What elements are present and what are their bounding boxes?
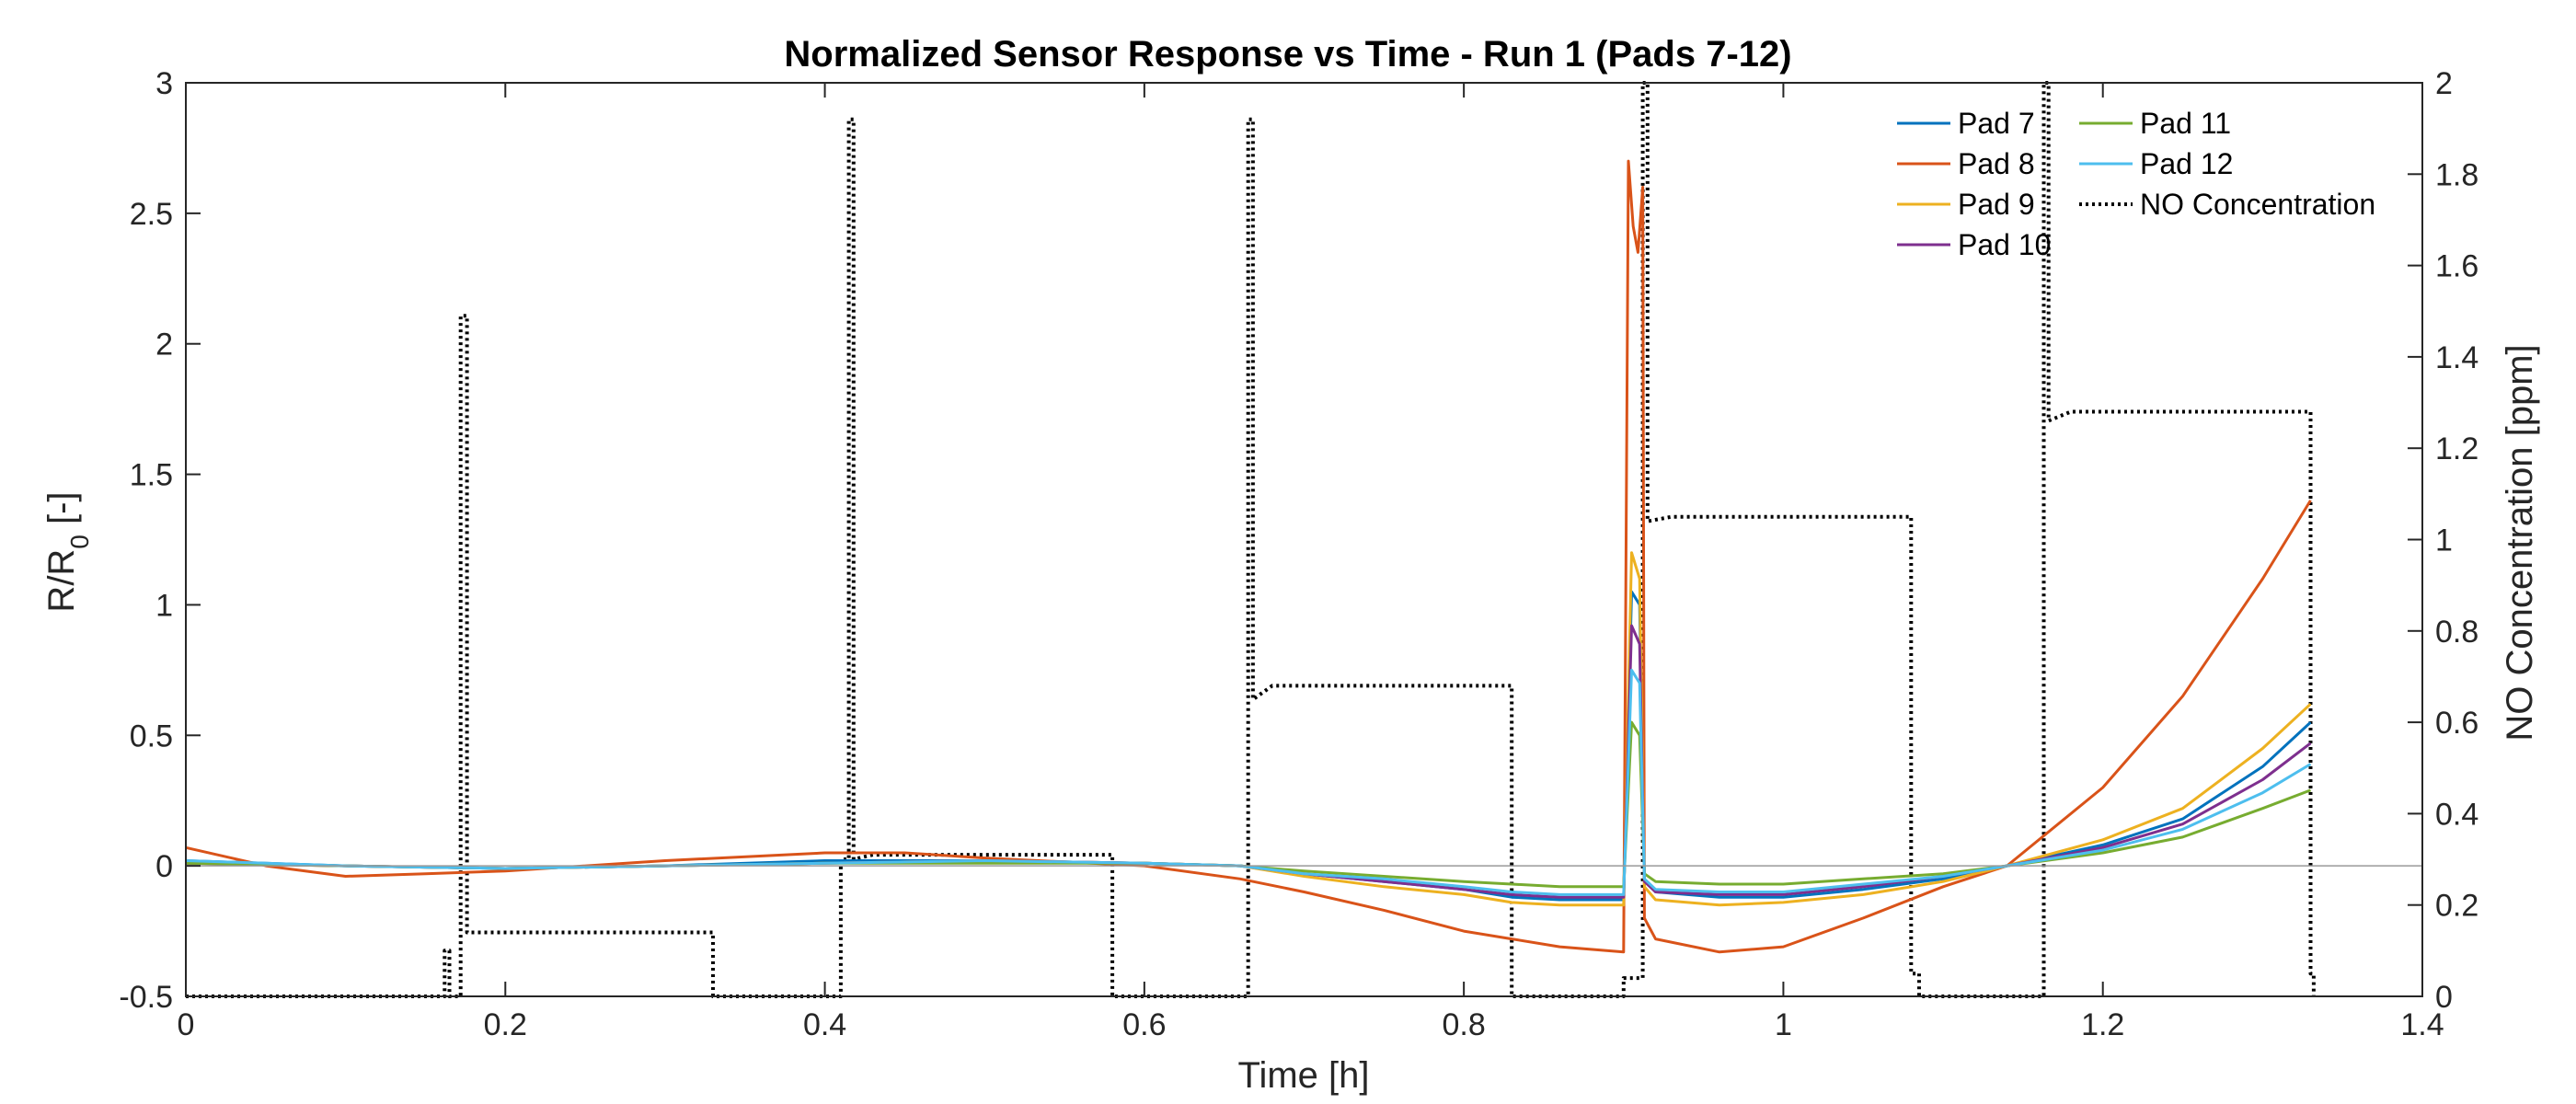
y-right-tick-label: 1.8 — [2435, 157, 2478, 192]
y-right-tick-label: 1.6 — [2435, 249, 2478, 284]
y-left-tick-label: 2.5 — [130, 197, 173, 232]
x-tick-label: 0 — [178, 1007, 195, 1042]
y-right-tick-label: 0 — [2435, 980, 2453, 1015]
legend-label: Pad 9 — [1958, 188, 2035, 221]
y-axis-left-title-main: R/R — [41, 549, 82, 613]
y-right-tick-label: 1.4 — [2435, 340, 2478, 375]
y-axis-right: 0 0.2 0.4 0.6 0.8 1 1.2 1.4 1.6 1.8 2 — [2408, 66, 2478, 1015]
x-tick-label: 0.2 — [484, 1007, 527, 1042]
legend-label: Pad 10 — [1958, 228, 2051, 261]
legend-label: Pad 7 — [1958, 107, 2035, 140]
series-line-pad-8 — [185, 159, 2312, 954]
y-left-tick-label: 3 — [155, 66, 173, 101]
legend-label: NO Concentration — [2140, 188, 2375, 221]
legend-label: Pad 12 — [2140, 147, 2233, 180]
y-axis-left-title-sub: 0 — [65, 535, 94, 549]
x-tick-label: 0.8 — [1443, 1007, 1486, 1042]
chart-title: Normalized Sensor Response vs Time - Run… — [784, 34, 1791, 75]
y-axis-right-title: NO Concentration [ppm] — [2500, 344, 2540, 741]
x-tick-label: 0.4 — [803, 1007, 846, 1042]
y-left-tick-label: -0.5 — [119, 980, 173, 1015]
y-right-tick-label: 1.2 — [2435, 431, 2478, 466]
plot-lines — [185, 81, 2316, 998]
y-axis-left-title-suffix: [-] — [41, 491, 82, 535]
x-tick-label: 1.2 — [2081, 1007, 2124, 1042]
series-line-no-concentration — [186, 81, 2316, 998]
x-axis-title: Time [h] — [1238, 1055, 1370, 1096]
y-right-tick-label: 0.4 — [2435, 797, 2478, 832]
legend-label: Pad 8 — [1958, 147, 2035, 180]
y-right-tick-label: 0.2 — [2435, 889, 2478, 924]
y-left-tick-label: 2 — [155, 328, 173, 362]
legend-label: Pad 11 — [2140, 107, 2231, 140]
plot-box — [185, 82, 2423, 997]
y-right-tick-label: 0.8 — [2435, 615, 2478, 650]
x-axis: 0 0.2 0.4 0.6 0.8 1 1.2 1.4 — [178, 83, 2444, 1042]
y-left-tick-label: 0.5 — [130, 719, 173, 753]
y-left-tick-label: 1 — [155, 588, 173, 623]
legend: Pad 7 Pad 8 Pad 9 Pad 10 Pad 11 Pad 12 NO Conc… — [1897, 107, 2375, 261]
x-tick-label: 0.6 — [1122, 1007, 1166, 1042]
y-right-tick-label: 0.6 — [2435, 706, 2478, 741]
y-axis-left-title: R/R0 [-] — [41, 491, 94, 612]
y-right-tick-label: 1 — [2435, 523, 2453, 558]
y-left-tick-label: 1.5 — [130, 458, 173, 493]
x-tick-label: 1.4 — [2400, 1007, 2444, 1042]
y-left-tick-label: 0 — [155, 849, 173, 884]
x-tick-label: 1 — [1775, 1007, 1792, 1042]
y-right-tick-label: 2 — [2435, 66, 2453, 101]
y-axis-left: -0.5 0 0.5 1 1.5 2 2.5 3 — [119, 66, 201, 1015]
series-line-pad-12 — [185, 668, 2312, 896]
